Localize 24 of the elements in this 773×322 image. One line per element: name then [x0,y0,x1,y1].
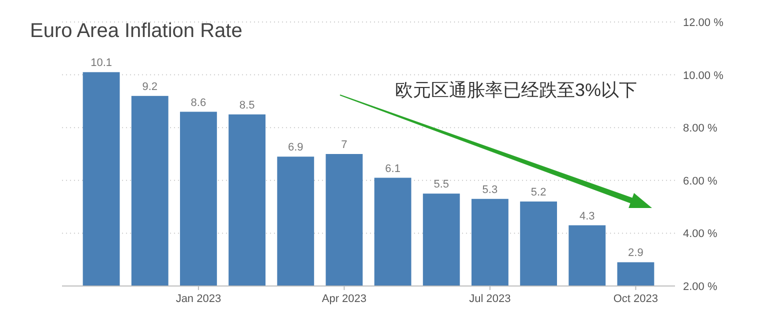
data-label: 7 [341,139,348,151]
data-label: 5.3 [482,184,498,196]
x-tick-label: Apr 2023 [322,293,367,305]
y-tick-label: 6.00 % [683,175,718,188]
data-label: 6.9 [288,142,304,154]
y-tick-label: 2.00 % [683,281,718,293]
data-label: 9.2 [142,80,158,93]
y-tick-label: 10.00 % [683,70,724,82]
x-tick-label: Jan 2023 [176,293,222,305]
data-label: 6.1 [385,162,400,175]
annotation: 欧元区通胀率已经跌至3%以下 [395,80,638,100]
x-tick-label: Oct 2023 [613,293,658,305]
y-tick-label: 4.00 % [683,228,718,240]
data-label: 2.9 [628,247,644,260]
chart-title: Euro Area Inflation Rate [30,20,242,42]
data-label: 8.6 [190,96,206,109]
data-label: 8.5 [239,99,255,112]
data-label: 4.3 [579,210,595,222]
data-label: 5.2 [530,186,546,199]
y-tick-label: 12.00 % [683,17,724,29]
data-label: 5.5 [434,178,450,191]
x-tick-label: Jul 2023 [469,293,511,305]
data-label: 10.1 [90,57,112,70]
y-tick-label: 8.00 % [683,122,718,135]
